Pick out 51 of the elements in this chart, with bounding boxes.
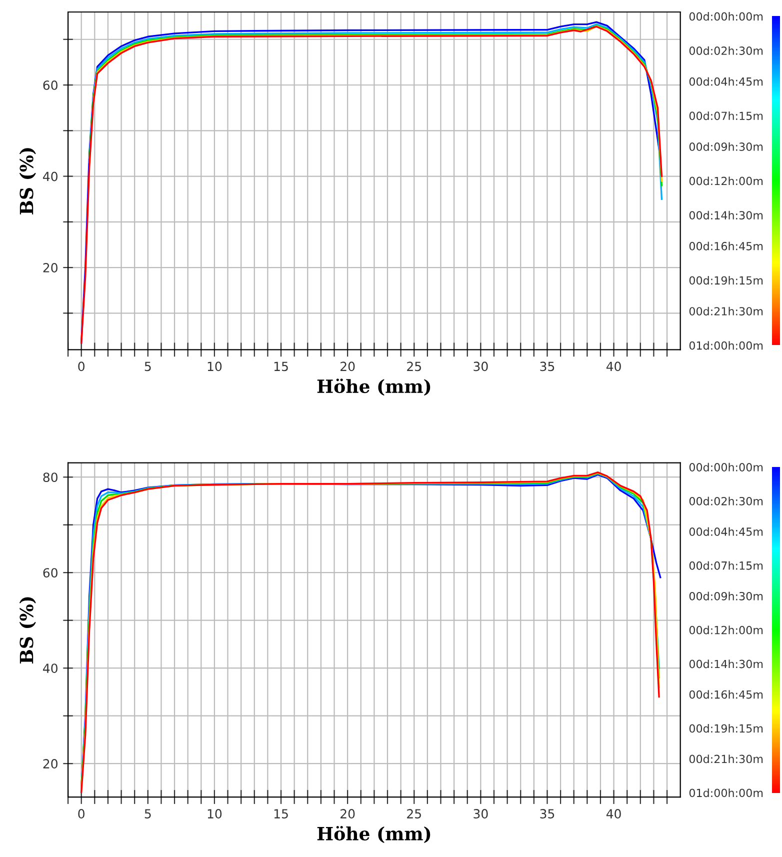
color-bar-label: 00d:02h:30m (689, 46, 763, 55)
color-bar-label: 00d:14h:30m (689, 210, 763, 220)
color-bar-label: 00d:21h:30m (689, 754, 763, 764)
x-tick-label: 20 (340, 809, 355, 818)
color-bar-label: 00d:16h:45m (689, 242, 763, 250)
color-bar-label: 00d:19h:15m (689, 724, 763, 733)
y-tick-label: 40 (43, 172, 58, 182)
y-axis-title: BS (%) (19, 148, 36, 214)
x-axis-title: Höhe (mm) (317, 378, 430, 396)
x-tick-label: 25 (407, 362, 421, 372)
color-bar-label: 00d:02h:30m (689, 496, 763, 506)
y-tick-label: 20 (43, 262, 58, 272)
color-bar-label: 00d:04h:45m (689, 527, 763, 536)
color-bar-label: 00d:09h:30m (689, 142, 763, 151)
color-bar-label: 00d:16h:45m (689, 690, 763, 699)
x-tick-label: 40 (606, 809, 621, 818)
y-tick-label: 40 (43, 664, 58, 674)
x-tick-label: 35 (540, 362, 554, 372)
x-tick-label: 25 (407, 809, 421, 818)
x-tick-label: 5 (144, 362, 151, 372)
x-tick-label: 30 (474, 809, 488, 818)
x-tick-label: 35 (540, 809, 554, 818)
x-tick-label: 0 (78, 362, 84, 372)
x-tick-label: 15 (274, 809, 288, 818)
x-axis-title: Höhe (mm) (317, 826, 430, 843)
y-tick-label: 80 (43, 472, 58, 482)
color-bar-label: 00d:12h:00m (689, 626, 763, 634)
y-tick-label: 60 (43, 568, 58, 578)
x-tick-label: 0 (78, 809, 84, 818)
color-bar-label: 00d:00h:00m (689, 12, 763, 21)
color-bar-label: 00d:00h:00m (689, 462, 763, 472)
y-axis-title: BS (%) (19, 597, 36, 664)
color-bar-label: 00d:07h:15m (689, 561, 763, 570)
color-bar-label: 00d:14h:30m (689, 660, 763, 668)
y-tick-label: 20 (43, 759, 58, 769)
color-bar-label: 00d:12h:00m (689, 176, 763, 186)
x-tick-label: 10 (208, 809, 222, 818)
color-bar-label: 00d:21h:30m (689, 306, 763, 316)
color-bar-label: 00d:04h:45m (689, 77, 763, 86)
color-bar-label: 00d:19h:15m (689, 276, 763, 285)
color-bar-label: 01d:00h:00m (689, 788, 763, 798)
x-tick-label: 5 (144, 809, 151, 818)
x-tick-label: 40 (606, 362, 621, 372)
x-tick-label: 20 (340, 362, 355, 372)
x-tick-label: 15 (274, 362, 288, 372)
x-tick-label: 10 (208, 362, 222, 372)
color-bar-label: 01d:00h:00m (689, 341, 763, 350)
color-bar-label: 00d:09h:30m (689, 592, 763, 600)
x-tick-label: 30 (474, 362, 488, 372)
y-tick-label: 60 (43, 80, 58, 90)
color-bar-label: 00d:07h:15m (689, 111, 763, 120)
